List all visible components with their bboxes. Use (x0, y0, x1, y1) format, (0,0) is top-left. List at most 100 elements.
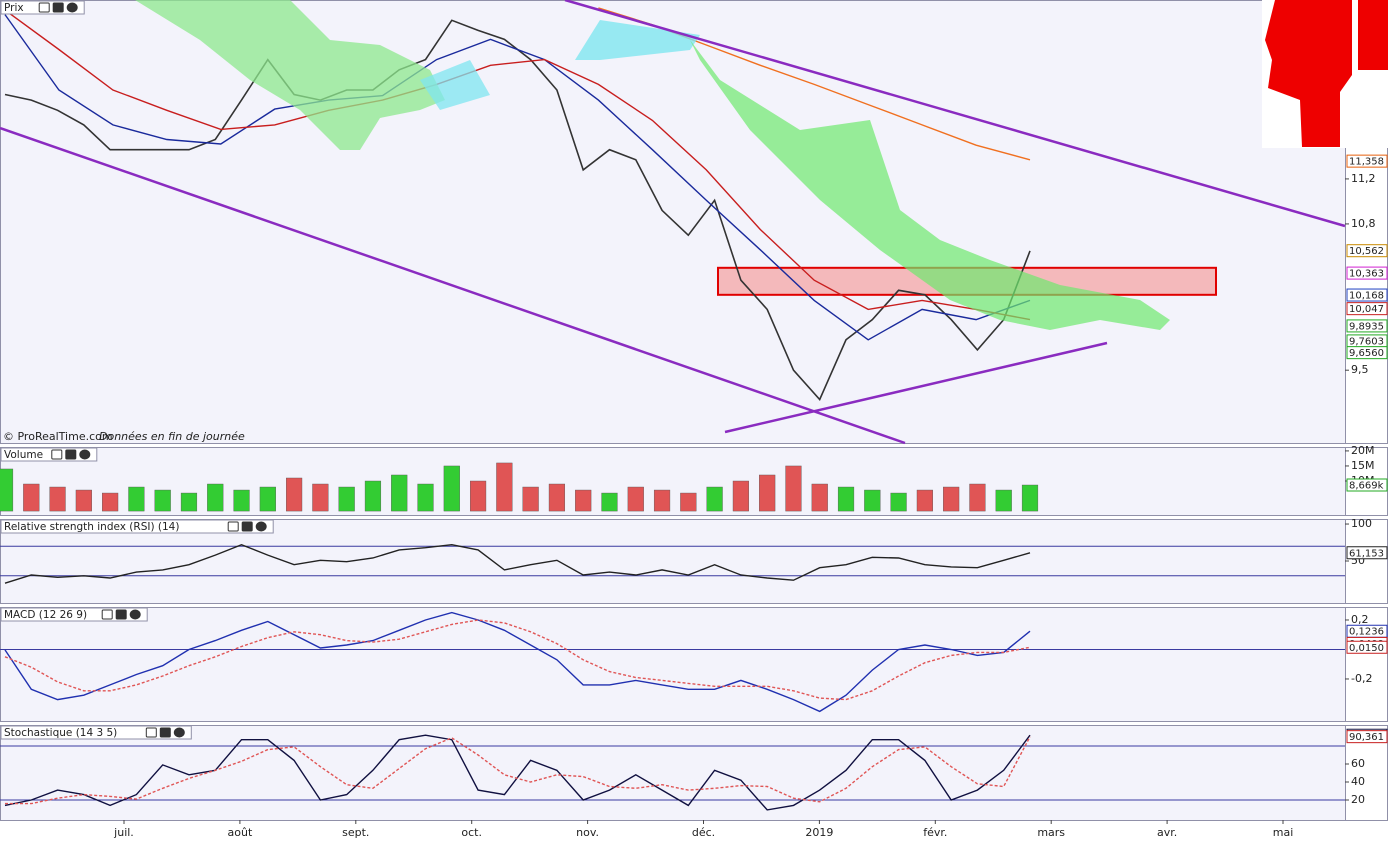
volume-bar (286, 477, 303, 512)
panel-icon (227, 521, 239, 532)
series-line (4, 543, 1031, 584)
panel-icon (159, 727, 171, 738)
x-tick-label: déc. (692, 826, 715, 839)
panel-header-bg (0, 519, 274, 534)
volume-bar (23, 483, 40, 512)
price-tag (1346, 640, 1388, 654)
panel-icon (101, 609, 113, 620)
panel-icon (51, 449, 63, 460)
panel-icon (115, 609, 127, 620)
price-tag (1346, 288, 1388, 302)
footnote: Données en fin de journée (99, 430, 245, 443)
volume-bar (627, 486, 644, 512)
volume-bar (995, 489, 1012, 512)
price-tag (1346, 730, 1388, 744)
volume-bar (759, 474, 776, 512)
volume-bar (1021, 484, 1039, 512)
price-tag-label: 9,7603 (1349, 336, 1384, 347)
volume-bar (469, 480, 487, 512)
price-tag-label: 90,361 (1349, 732, 1384, 743)
series-line (4, 611, 1031, 713)
price-tag-label: 9,8935 (1349, 321, 1384, 332)
x-tick-label: sept. (342, 826, 369, 839)
price-tag-label: 8,669k (1349, 481, 1384, 492)
volume-bar (969, 483, 986, 512)
cloud (690, 40, 1170, 330)
price-tag-label: 11,358 (1349, 157, 1384, 168)
thumbs-down-icon (1262, 0, 1388, 148)
x-tick-label: nov. (576, 826, 599, 839)
volume-bar (49, 486, 66, 512)
panel-header-bg (0, 725, 192, 740)
volume-bar (443, 465, 460, 512)
volume-bar (522, 486, 539, 512)
volume-bar (338, 486, 355, 512)
price-tag (1346, 319, 1388, 333)
volume-bar (312, 483, 329, 512)
x-tick-label: mai (1273, 826, 1294, 839)
volume-bar (548, 483, 566, 512)
series-line (4, 9, 1031, 321)
panel (0, 725, 1346, 821)
volume-bar (706, 486, 723, 512)
volume-bar (154, 489, 171, 512)
thumb (1265, 0, 1352, 147)
volume-bar (233, 489, 250, 512)
panel (0, 447, 1346, 516)
volume-bar (680, 492, 697, 512)
volume-bar (496, 462, 513, 512)
panel-title: Stochastique (14 3 5) (4, 727, 117, 739)
y-tick-label: 11,2 (1351, 172, 1376, 185)
cloud (575, 20, 700, 60)
price-tag-label: 10,363 (1349, 269, 1384, 280)
y-tick-label: 60 (1351, 757, 1365, 770)
x-tick-label: mars (1037, 826, 1065, 839)
volume-bar (653, 489, 671, 512)
x-tick-label: févr. (923, 826, 947, 839)
price-tag (1346, 244, 1388, 258)
volume-bar (916, 489, 933, 512)
volume-bar (943, 486, 960, 512)
y-tick-label: 20M (1351, 444, 1375, 457)
trend-line (564, 0, 1346, 228)
volume-bar (575, 489, 592, 512)
volume-bar (180, 492, 198, 512)
volume-bar (732, 480, 749, 512)
axis-panel (1345, 519, 1388, 604)
cloud (420, 60, 490, 110)
volume-bar (207, 483, 224, 512)
price-tag-label: 9,6560 (1349, 348, 1384, 359)
y-tick-label: 15M (1351, 459, 1375, 472)
panel-icon (66, 2, 78, 13)
volume-bar (417, 483, 434, 512)
panel-title: Volume (4, 449, 43, 461)
x-tick-label: oct. (461, 826, 482, 839)
y-tick-label: -0,2 (1351, 672, 1372, 685)
volume-bar (364, 480, 382, 512)
x-tick-label: juil. (113, 826, 134, 839)
series-line (4, 734, 1031, 811)
panel-icon (65, 449, 77, 460)
trend-line (0, 126, 906, 445)
trend-line (724, 341, 1108, 434)
price-tag-label: 61,153 (1349, 548, 1384, 559)
panel-title: Relative strength index (RSI) (14) (4, 521, 179, 533)
volume-bar (0, 468, 14, 512)
price-tag-label: 0,1236 (1349, 627, 1384, 638)
volume-bar (601, 492, 618, 512)
x-tick-label: 2019 (805, 826, 833, 839)
panel-icon (52, 2, 64, 13)
panel-icon (173, 727, 185, 738)
volume-bar (259, 486, 276, 512)
volume-bar (864, 489, 881, 512)
price-tag (1346, 478, 1388, 492)
series-line (4, 14, 1031, 341)
series-line (4, 619, 1031, 701)
x-tick-label: août (228, 826, 253, 839)
footnote: © ProRealTime.com (3, 430, 113, 443)
price-tag-label: 10,168 (1349, 291, 1384, 302)
panel (0, 607, 1346, 722)
volume-bar (837, 486, 855, 512)
volume-bar (102, 492, 119, 512)
